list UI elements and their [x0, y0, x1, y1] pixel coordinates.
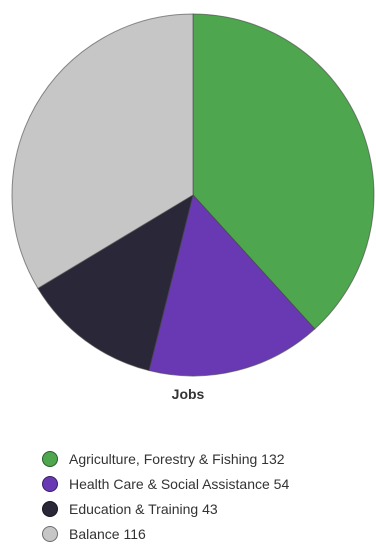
legend-swatch-balance [42, 525, 58, 542]
legend-label-balance: Balance 116 [69, 525, 146, 542]
legend-swatch-agriculture [42, 450, 58, 467]
legend-label-health-care: Health Care & Social Assistance 54 [69, 475, 290, 492]
pie-slice-health-care[interactable] [148, 193, 316, 377]
legend-label-education: Education & Training 43 [69, 500, 218, 517]
pie-slice-balance[interactable] [11, 13, 194, 290]
legend-item-health-care[interactable]: Health Care & Social Assistance 54 [42, 471, 289, 496]
legend-item-agriculture[interactable]: Agriculture, Forestry & Fishing 132 [42, 446, 289, 471]
pie-slice-education[interactable] [37, 193, 194, 372]
legend-swatch-education [42, 500, 58, 517]
legend-swatch-health-care [42, 475, 58, 492]
chart-title: Jobs [171, 386, 205, 402]
legend-item-balance[interactable]: Balance 116 [42, 521, 289, 546]
pie-chart [11, 13, 375, 377]
legend-item-education[interactable]: Education & Training 43 [42, 496, 289, 521]
legend-label-agriculture: Agriculture, Forestry & Fishing 132 [69, 450, 285, 467]
chart-legend: Agriculture, Forestry & Fishing 132 Heal… [42, 446, 289, 546]
pie-slice-agriculture[interactable] [192, 13, 375, 330]
